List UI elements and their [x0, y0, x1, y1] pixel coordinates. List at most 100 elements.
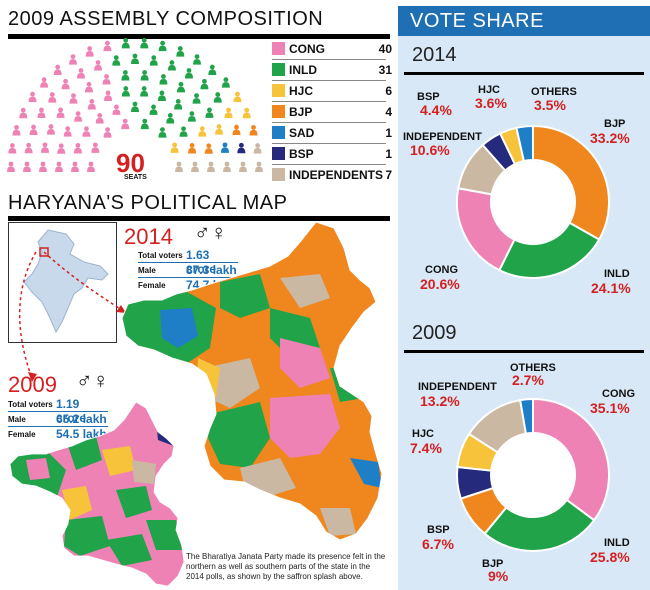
map-arrows	[19, 251, 126, 382]
value-2014-bjp: 33.2%	[590, 130, 630, 146]
seat-inld	[167, 60, 176, 71]
seat-cong	[121, 118, 130, 130]
seat-inld	[159, 74, 168, 85]
seat-hjc	[242, 107, 251, 119]
seat-inld	[185, 68, 193, 79]
seat-sad	[220, 142, 229, 153]
legend-swatch	[272, 147, 285, 160]
seat-inld	[158, 127, 167, 138]
vote-share-title: VOTE SHARE	[410, 10, 544, 32]
voters-2014: Total voters 1.63 crore Male 87.3 lakh F…	[138, 248, 242, 292]
seat-cong	[69, 54, 77, 65]
seats-label: SEATS	[124, 174, 147, 181]
map-title-rule	[8, 216, 390, 221]
legend-name: BSP	[289, 147, 314, 161]
value-2014-bsp: 4.4%	[420, 102, 452, 118]
seat-inld	[131, 101, 139, 112]
seat-inld	[121, 37, 130, 49]
vote-share-header	[398, 6, 650, 36]
donut-2014-hole	[492, 161, 574, 243]
seat-cong	[103, 40, 112, 52]
seat-inld	[121, 86, 130, 97]
haryana-marker	[39, 247, 49, 257]
value-2014-independent: 10.6%	[410, 142, 450, 158]
male-label: Male	[8, 415, 26, 424]
value-2014-cong: 20.6%	[420, 276, 460, 292]
seat-cong	[29, 124, 38, 136]
value-2009-bjp: 9%	[488, 568, 509, 584]
seat-cong	[85, 46, 94, 57]
label-2009-hjc: HJC	[412, 428, 435, 440]
seat-cong	[37, 107, 46, 118]
seat-cong	[73, 143, 82, 154]
value-2009-independent: 13.2%	[420, 393, 460, 409]
legend-value: 40	[378, 42, 392, 56]
seat-cong	[53, 64, 62, 76]
seat-bjp	[188, 143, 197, 154]
map-title: HARYANA'S POLITICAL MAP	[8, 192, 288, 214]
seat-inld	[179, 126, 188, 137]
legend-swatch	[272, 126, 285, 139]
seat-cong	[56, 107, 65, 118]
value-2009-hjc: 7.4%	[410, 440, 442, 456]
legend-item-bjp: BJP 4	[272, 103, 394, 121]
label-2014-others: OTHERS	[531, 86, 577, 98]
map-2009-year: 2009	[8, 372, 57, 397]
legend-name: CONG	[289, 42, 325, 56]
seat-cong	[71, 161, 79, 172]
seat-cong	[74, 111, 83, 122]
seat-cong	[103, 127, 112, 138]
seat-cong	[40, 77, 49, 88]
legend-name: BJP	[289, 105, 313, 119]
seat-inld	[205, 107, 214, 118]
value-2009-inld: 25.8%	[590, 549, 630, 565]
seat-cong	[24, 142, 33, 154]
seat-cong	[12, 125, 21, 136]
label-2014-cong: CONG	[425, 264, 458, 276]
seat-inld	[221, 77, 230, 88]
seat-cong	[85, 81, 93, 93]
seat-independents	[223, 161, 231, 172]
seat-cong	[82, 126, 91, 137]
seat-cong	[23, 161, 31, 172]
male-value: 87.3 lakh	[186, 263, 237, 277]
legend-swatch	[272, 84, 285, 97]
seat-cong	[19, 107, 28, 119]
total-voters-value: 1.63 crore	[186, 248, 217, 276]
seat-cong	[87, 161, 95, 172]
seat-bsp	[237, 142, 246, 154]
legend-name: INDEPENDENTS	[289, 168, 384, 182]
legend-value: 7	[385, 168, 392, 182]
donut-2009-slice-others	[519, 397, 534, 435]
seat-cong	[39, 161, 47, 172]
seat-hemicycle	[7, 37, 263, 172]
assembly-title: 2009 ASSEMBLY COMPOSITION	[8, 8, 324, 30]
seat-cong	[57, 143, 66, 154]
legend-value: 4	[385, 105, 392, 119]
value-2009-bsp: 6.7%	[422, 536, 454, 552]
legend-item-inld: INLD 31	[272, 61, 394, 79]
seat-cong	[95, 113, 104, 124]
value-2014-inld: 24.1%	[591, 280, 631, 296]
seat-cong	[8, 143, 17, 154]
legend-swatch	[272, 168, 285, 181]
haryana-map-2014	[121, 221, 383, 541]
legend-value: 1	[385, 147, 392, 161]
seat-inld	[140, 37, 149, 49]
donut-2009-slice-cong	[532, 397, 610, 522]
seat-inld	[112, 55, 121, 66]
seat-inld	[213, 92, 222, 103]
female-label: Female	[138, 281, 166, 290]
seat-independents	[255, 161, 263, 172]
value-2014-hjc: 3.6%	[475, 95, 507, 111]
seat-hjc	[224, 107, 233, 118]
legend-value: 6	[385, 84, 392, 98]
voters-icon-2009: ♂♀	[76, 368, 109, 393]
seat-cong	[87, 99, 96, 110]
legend-item-cong: CONG 40	[272, 40, 394, 58]
legend-item-hjc: HJC 6	[272, 82, 394, 100]
seat-cong	[55, 161, 63, 172]
seat-bjp	[204, 143, 213, 154]
seat-inld	[174, 99, 183, 110]
seat-hjc	[233, 91, 242, 103]
